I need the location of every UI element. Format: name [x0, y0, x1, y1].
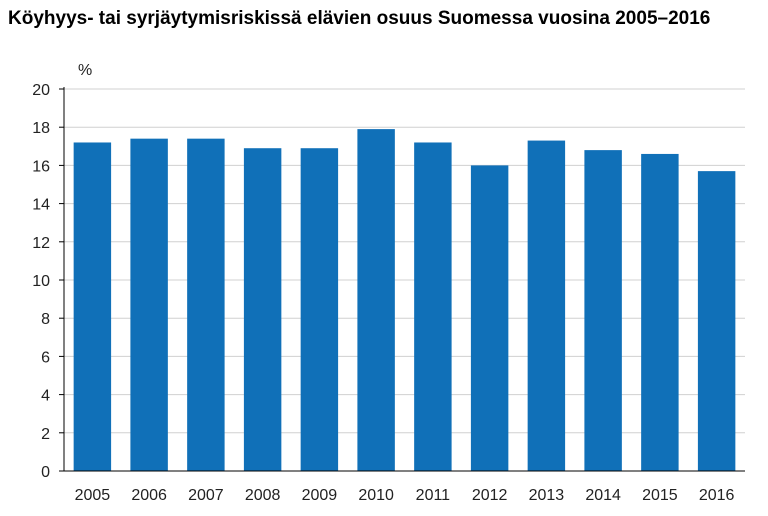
y-tick-labels: 0 2 4 6 8 10 12 14 16 18 20 [32, 82, 50, 481]
chart-title: Köyhyys- tai syrjäytymisriskissä elävien… [8, 8, 711, 29]
bar-2016 [697, 171, 736, 471]
bar-2010 [357, 129, 395, 472]
bar-2008 [243, 148, 282, 471]
bar-2007 [187, 138, 225, 471]
x-tick-label-2013: 2013 [529, 487, 565, 504]
y-tick-label-0: 0 [41, 464, 50, 481]
bar-2012 [470, 165, 509, 471]
bar-2011 [414, 142, 452, 472]
x-tick-label-2010: 2010 [358, 487, 394, 504]
gridlines [64, 88, 745, 434]
x-tick-label-2007: 2007 [188, 487, 224, 504]
bar-2014 [584, 150, 622, 471]
bar-2013 [527, 140, 566, 471]
x-tick-label-2009: 2009 [302, 487, 338, 504]
y-tick-label-12: 12 [32, 235, 50, 252]
y-axis-unit-label: % [78, 62, 92, 79]
bar-2005 [73, 142, 112, 472]
y-tick-label-2: 2 [41, 426, 50, 443]
y-tick-label-8: 8 [41, 311, 50, 328]
x-tick-label-2011: 2011 [416, 487, 451, 504]
x-tick-label-2006: 2006 [131, 487, 167, 504]
x-tick-label-2015: 2015 [642, 487, 678, 504]
x-tick-labels: 2005 2006 2007 2008 2009 2010 2011 2012 2013 2014… [75, 487, 735, 504]
y-tick-label-16: 16 [32, 158, 50, 175]
x-tick-label-2012: 2012 [472, 487, 508, 504]
y-tick-label-10: 10 [32, 273, 50, 290]
y-tick-label-18: 18 [32, 120, 50, 137]
y-tick-label-6: 6 [41, 349, 50, 366]
x-tick-label-2008: 2008 [245, 487, 281, 504]
axes [59, 87, 745, 472]
y-tick-label-4: 4 [41, 388, 50, 405]
x-tick-label-2005: 2005 [75, 487, 111, 504]
bar-2006 [130, 138, 168, 471]
bars [73, 129, 736, 472]
x-tick-label-2016: 2016 [699, 487, 735, 504]
y-tick-label-20: 20 [32, 82, 50, 99]
x-tick-label-2014: 2014 [585, 487, 621, 504]
y-tick-label-14: 14 [32, 197, 50, 214]
bar-2015 [641, 153, 679, 471]
bar-2009 [300, 148, 339, 471]
